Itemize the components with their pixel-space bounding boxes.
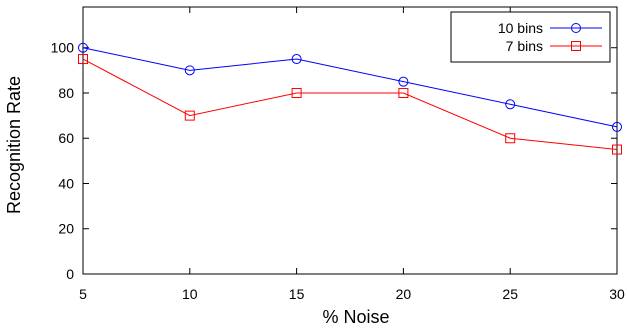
- axes: 0 20 40 60 80 100 5 10 15 20 25 30: [51, 6, 625, 302]
- data-point: [612, 121, 622, 132]
- plot-frame: [82, 6, 618, 275]
- x-axis-title: % Noise: [322, 307, 389, 327]
- data-point: [505, 133, 516, 144]
- data-point: [398, 87, 409, 98]
- data-point: [78, 42, 88, 53]
- data-point: [78, 54, 88, 65]
- x-tick-label: 15: [289, 286, 305, 302]
- data-point: [291, 87, 302, 98]
- x-tick-label: 25: [502, 286, 518, 302]
- legend-marker: [571, 23, 581, 33]
- y-tick-label: 40: [58, 175, 74, 191]
- y-tick-label: 80: [58, 85, 74, 101]
- legend-box: [450, 11, 611, 63]
- series-2: [78, 54, 622, 155]
- series-line: [82, 47, 618, 128]
- series-line: [82, 58, 618, 151]
- x-tick-label: 20: [396, 286, 412, 302]
- x-tick-label: 10: [182, 286, 198, 302]
- legend-marker: [571, 41, 581, 51]
- data-point: [612, 144, 622, 155]
- legend-label: 7 bins: [506, 38, 543, 54]
- y-tick-label: 20: [58, 221, 74, 237]
- y-tick-label: 100: [51, 40, 75, 56]
- x-tick-label: 5: [79, 286, 87, 302]
- data-point: [184, 65, 195, 76]
- series-1: [78, 42, 622, 132]
- data-point: [505, 99, 516, 110]
- legend: 10 bins 7 bins: [450, 11, 611, 63]
- legend-label: 10 bins: [498, 20, 543, 36]
- y-tick-label: 60: [58, 130, 74, 146]
- y-axis-title: Recognition Rate: [4, 76, 24, 214]
- data-point: [184, 110, 195, 121]
- data-point: [398, 76, 409, 87]
- x-tick-label: 30: [609, 286, 625, 302]
- series-layer: [78, 42, 622, 155]
- y-tick-label: 0: [66, 266, 74, 282]
- data-point: [291, 54, 302, 65]
